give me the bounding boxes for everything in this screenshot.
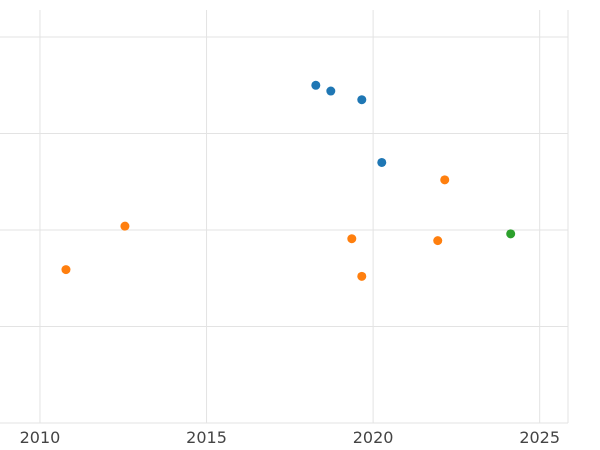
data-point-blue[interactable] [377, 157, 387, 167]
data-point-orange[interactable] [61, 265, 71, 275]
data-point-blue[interactable] [357, 95, 367, 105]
x-tick-label-2020: 2020 [353, 428, 394, 447]
data-point-orange[interactable] [347, 234, 357, 244]
data-point-orange[interactable] [433, 236, 443, 246]
data-point-blue[interactable] [326, 86, 336, 96]
data-point-green[interactable] [506, 229, 516, 239]
x-tick-label-2010: 2010 [20, 428, 61, 447]
data-point-orange[interactable] [440, 175, 450, 185]
data-point-blue[interactable] [311, 80, 321, 90]
data-point-orange[interactable] [120, 221, 130, 231]
data-point-orange[interactable] [357, 271, 367, 281]
x-tick-label-2015: 2015 [186, 428, 227, 447]
x-tick-label-2025: 2025 [519, 428, 560, 447]
